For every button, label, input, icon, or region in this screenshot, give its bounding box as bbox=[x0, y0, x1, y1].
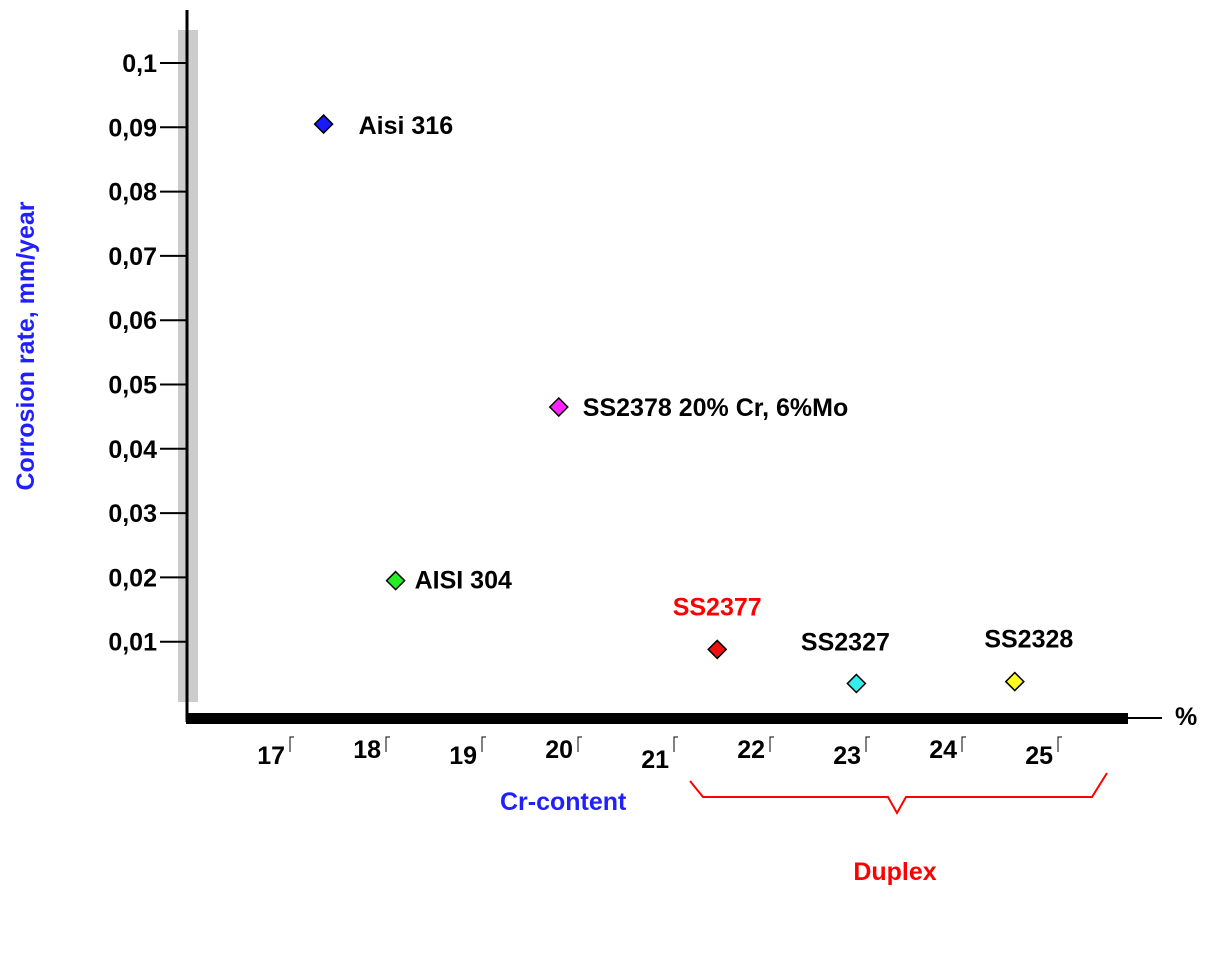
x-tick-mark bbox=[673, 736, 678, 752]
x-tick-label: 23 bbox=[833, 742, 861, 770]
y-tick-label: 0,09 bbox=[108, 114, 157, 142]
y-tick-label: 0,05 bbox=[108, 372, 157, 400]
y-tick-label: 0,06 bbox=[108, 307, 157, 335]
x-tick-mark bbox=[385, 736, 390, 752]
y-tick-label: 0,03 bbox=[108, 500, 157, 528]
x-tick-label: 24 bbox=[929, 736, 957, 764]
x-ticks: 17 18 19 20 21 22 23 24 25 bbox=[257, 736, 1062, 774]
x-unit-label: % bbox=[1175, 703, 1197, 731]
x-tick-label: 19 bbox=[449, 742, 477, 770]
y-axis-title: Corrosion rate, mm/year bbox=[12, 201, 40, 490]
x-tick-mark bbox=[769, 736, 774, 752]
axes bbox=[185, 10, 1162, 724]
point-marker bbox=[707, 639, 728, 660]
x-tick-mark bbox=[577, 736, 582, 752]
x-tick-label: 20 bbox=[545, 736, 573, 764]
x-tick-label: 22 bbox=[737, 736, 765, 764]
point-label: SS2327 bbox=[801, 628, 890, 656]
point-marker bbox=[548, 396, 569, 418]
x-tick-mark bbox=[865, 736, 870, 752]
x-tick-mark bbox=[961, 736, 966, 752]
point-marker bbox=[846, 673, 867, 694]
x-tick-label: 17 bbox=[257, 742, 285, 770]
y-tick-label: 0,01 bbox=[108, 629, 157, 657]
point-label: AISI 304 bbox=[415, 567, 512, 595]
y-tick-label: 0,08 bbox=[108, 179, 157, 207]
x-axis-title: Cr-content bbox=[500, 788, 627, 816]
duplex-bracket-line bbox=[689, 772, 1108, 816]
points: Aisi 316 SS2378 20% Cr, 6%Mo AISI 304 SS237… bbox=[313, 112, 1073, 694]
point-label: SS2328 bbox=[984, 626, 1073, 654]
y-tick-label: 0,1 bbox=[122, 50, 157, 78]
point-label: Aisi 316 bbox=[359, 112, 454, 140]
point-marker bbox=[313, 114, 334, 135]
duplex-bracket: Duplex bbox=[689, 772, 1108, 886]
y-tick-label: 0,07 bbox=[108, 243, 157, 271]
point-marker bbox=[385, 570, 406, 591]
x-tick-label: 18 bbox=[353, 736, 381, 764]
y-tick-label: 0,02 bbox=[108, 564, 157, 592]
y-tick-label: 0,04 bbox=[108, 436, 157, 464]
x-tick-mark bbox=[289, 736, 294, 752]
x-tick-mark bbox=[1057, 736, 1062, 752]
y-ticks: 0,01 0,02 0,03 0,04 0,05 0,06 0,07 0,08 0,09 0,1 bbox=[108, 50, 187, 657]
point-label: SS2377 bbox=[673, 593, 762, 621]
point-marker bbox=[1004, 671, 1025, 692]
x-tick-label: 21 bbox=[641, 746, 669, 774]
x-tick-label: 25 bbox=[1025, 742, 1053, 770]
point-label: SS2378 20% Cr, 6%Mo bbox=[583, 394, 848, 422]
x-axis-line bbox=[186, 713, 1128, 724]
duplex-label: Duplex bbox=[853, 858, 936, 886]
x-tick-mark bbox=[481, 736, 486, 752]
